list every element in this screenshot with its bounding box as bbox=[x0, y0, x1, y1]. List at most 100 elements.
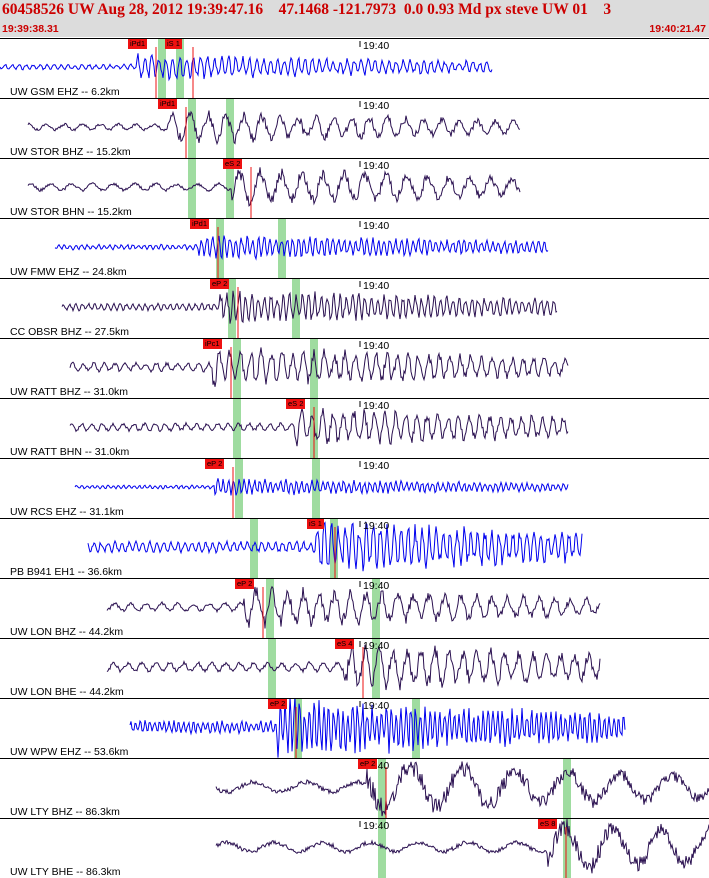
phase-pick-label[interactable]: iPd1 bbox=[190, 219, 210, 229]
waveform-line bbox=[61, 290, 558, 324]
station-label: UW STOR BHN -- 15.2km bbox=[10, 206, 132, 218]
phase-pick-label[interactable]: iPc1 bbox=[203, 339, 222, 349]
station-label: UW STOR BHZ -- 15.2km bbox=[10, 146, 131, 158]
waveform-canvas bbox=[54, 219, 549, 278]
time-mark-label: 19:40 bbox=[363, 520, 390, 532]
phase-pick-label[interactable]: iS 1 bbox=[165, 39, 182, 49]
time-mark-label: 19:40 bbox=[363, 400, 390, 412]
phase-pick-label[interactable]: eS 4 bbox=[335, 639, 355, 649]
phase-window-bar bbox=[330, 519, 338, 578]
waveform-line bbox=[27, 110, 521, 146]
phase-window-bar bbox=[188, 99, 196, 158]
trace-panel[interactable]: 19:40 eP 2 UW WPW EHZ -- 53.6km bbox=[0, 698, 709, 758]
phase-window-bar bbox=[378, 759, 386, 818]
trace-panel[interactable]: 19:40 iPc1 UW RATT BHZ -- 31.0km bbox=[0, 338, 709, 398]
trace-panel[interactable]: 19:40 eS 4 UW LON BHE -- 44.2km bbox=[0, 638, 709, 698]
phase-window-bar bbox=[372, 639, 380, 698]
waveform-line bbox=[129, 699, 626, 758]
phase-pick-label[interactable]: eP 2 bbox=[235, 579, 255, 589]
trace-panel[interactable]: 19:40 eP 2 UW RCS EHZ -- 31.1km bbox=[0, 458, 709, 518]
waveform-canvas bbox=[87, 519, 583, 578]
waveform-canvas bbox=[69, 339, 569, 398]
phase-window-bar bbox=[310, 339, 318, 398]
station-label: UW RATT BHN -- 31.0km bbox=[10, 446, 130, 458]
waveform-line bbox=[69, 347, 569, 387]
trace-panel[interactable]: 19:40 iPd1 UW FMW EHZ -- 24.8km bbox=[0, 218, 709, 278]
phase-pick-label[interactable]: eP 2 bbox=[205, 459, 225, 469]
time-mark-label: 19:40 bbox=[363, 700, 390, 712]
phase-window-bar bbox=[226, 99, 234, 158]
station-label: UW RCS EHZ -- 31.1km bbox=[10, 506, 124, 518]
time-mark-label: 19:40 bbox=[363, 820, 390, 832]
station-label: UW LON BHZ -- 44.2km bbox=[10, 626, 124, 638]
phase-window-bar bbox=[158, 39, 166, 98]
station-label: PB B941 EH1 -- 36.6km bbox=[10, 566, 123, 578]
time-mark-label: 19:40 bbox=[363, 100, 390, 112]
waveform-canvas bbox=[61, 279, 558, 338]
waveform-line bbox=[27, 167, 521, 207]
waveform-canvas bbox=[215, 819, 709, 878]
trace-panel[interactable]: 19:40 eP 2 UW LON BHZ -- 44.2km bbox=[0, 578, 709, 638]
time-mark-label: 19:40 bbox=[363, 340, 390, 352]
waveform-canvas bbox=[129, 699, 626, 758]
waveform-line bbox=[74, 478, 569, 497]
phase-window-bar bbox=[372, 579, 380, 638]
phase-pick-label[interactable]: eS 8 bbox=[538, 819, 558, 829]
trace-panel[interactable]: 19:40 eS 8 UW LTY BHE -- 86.3km bbox=[0, 818, 709, 878]
waveform-line bbox=[69, 408, 569, 447]
station-label: UW LTY BHE -- 86.3km bbox=[10, 866, 121, 878]
trace-panel[interactable]: 19:40 iPd1 UW STOR BHZ -- 15.2km bbox=[0, 98, 709, 158]
phase-pick-label[interactable]: eS 2 bbox=[223, 159, 243, 169]
waveform-canvas bbox=[27, 99, 521, 158]
phase-window-bar bbox=[412, 699, 420, 758]
waveform-canvas bbox=[106, 579, 601, 638]
trace-panel[interactable]: 19:40 eP 2 CC OBSR BHZ -- 27.5km bbox=[0, 278, 709, 338]
time-mark-label: 19:40 bbox=[363, 640, 390, 652]
phase-window-bar bbox=[188, 159, 196, 218]
station-label: UW LON BHE -- 44.2km bbox=[10, 686, 124, 698]
phase-window-bar bbox=[233, 399, 241, 458]
phase-pick-label[interactable]: eP 2 bbox=[358, 759, 378, 769]
phase-window-bar bbox=[563, 759, 571, 818]
waveform-line bbox=[54, 235, 549, 261]
phase-window-bar bbox=[563, 819, 571, 878]
phase-window-bar bbox=[292, 279, 300, 338]
phase-window-bar bbox=[278, 219, 286, 278]
phase-window-bar bbox=[176, 39, 184, 98]
phase-pick-label[interactable]: iPd1 bbox=[158, 99, 178, 109]
phase-window-bar bbox=[235, 459, 243, 518]
waveform-line bbox=[215, 761, 709, 817]
station-label: UW WPW EHZ -- 53.6km bbox=[10, 746, 129, 758]
time-mark-label: 19:40 bbox=[363, 160, 390, 172]
station-label: UW FMW EHZ -- 24.8km bbox=[10, 266, 127, 278]
time-mark-label: 19:40 bbox=[363, 220, 390, 232]
waveform-canvas bbox=[0, 39, 493, 98]
trace-panel[interactable]: 19:40 eS 2 UW STOR BHN -- 15.2km bbox=[0, 158, 709, 218]
phase-pick-label[interactable]: iPd1 bbox=[128, 39, 148, 49]
waveform-canvas bbox=[69, 399, 569, 458]
window-end-time: 19:40:21.47 bbox=[649, 23, 706, 35]
phase-window-bar bbox=[378, 819, 386, 878]
phase-pick-label[interactable]: eP 2 bbox=[268, 699, 288, 709]
trace-panel[interactable]: 19:40 eS 2 UW RATT BHN -- 31.0km bbox=[0, 398, 709, 458]
phase-pick-label[interactable]: eS 2 bbox=[286, 399, 306, 409]
time-mark-label: 19:40 bbox=[363, 40, 390, 52]
phase-window-bar bbox=[266, 579, 274, 638]
time-mark-label: 19:40 bbox=[363, 280, 390, 292]
station-label: UW GSM EHZ -- 6.2km bbox=[10, 86, 120, 98]
phase-pick-label[interactable]: iS 1 bbox=[307, 519, 324, 529]
station-label: UW RATT BHZ -- 31.0km bbox=[10, 386, 129, 398]
phase-window-bar bbox=[250, 519, 258, 578]
window-start-time: 19:39:38.31 bbox=[2, 23, 59, 35]
trace-panel[interactable]: 19:40 iS 1 PB B941 EH1 -- 36.6km bbox=[0, 518, 709, 578]
phase-pick-label[interactable]: eP 2 bbox=[210, 279, 230, 289]
waveform-canvas bbox=[74, 459, 569, 518]
station-label: UW LTY BHZ -- 86.3km bbox=[10, 806, 120, 818]
station-label: CC OBSR BHZ -- 27.5km bbox=[10, 326, 130, 338]
seismogram-traces[interactable]: 19:40 iPd1 iS 1 UW GSM EHZ -- 6.2km 19:40 iPd… bbox=[0, 38, 709, 878]
event-title: 60458526 UW Aug 28, 2012 19:39:47.16 47.… bbox=[2, 1, 612, 18]
waveform-canvas bbox=[27, 159, 521, 218]
trace-panel[interactable]: 19:40 iPd1 iS 1 UW GSM EHZ -- 6.2km bbox=[0, 38, 709, 98]
time-mark-label: 19:40 bbox=[363, 580, 390, 592]
